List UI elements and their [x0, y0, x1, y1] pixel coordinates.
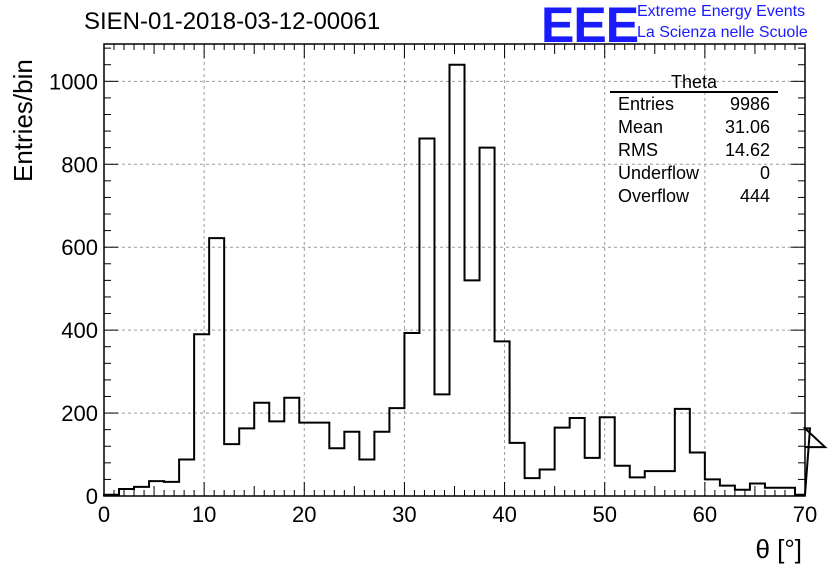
histogram-bin [344, 432, 359, 496]
y-axis-label: Entries/bin [8, 59, 38, 182]
histogram-bin [555, 428, 570, 496]
histogram-bin [254, 403, 269, 496]
histogram-bin [239, 428, 254, 496]
histogram-bin [720, 486, 735, 496]
x-tick-label: 50 [592, 502, 616, 527]
x-tick-label: 20 [292, 502, 316, 527]
histogram-bin [269, 421, 284, 496]
histogram-bin [224, 444, 239, 496]
histogram-bin [329, 448, 344, 496]
x-axis-label: θ [°] [755, 534, 802, 564]
histogram-bin [419, 139, 434, 496]
histogram-bin [585, 458, 600, 496]
histogram-bin [525, 478, 540, 496]
histogram-bin [465, 280, 480, 496]
stats-row-entries: Entries 9986 [618, 94, 770, 116]
histogram-bin [570, 418, 585, 496]
logo-line-2: La Scienza nelle Scuole [637, 24, 808, 41]
histogram-bin [389, 408, 404, 496]
y-tick-label: 200 [61, 401, 98, 426]
histogram-bin [630, 477, 645, 496]
histogram-bin [480, 148, 495, 496]
x-tick-label: 0 [98, 502, 110, 527]
stats-row-underflow: Underflow 0 [618, 163, 770, 185]
stats-value: 444 [739, 186, 770, 206]
x-tick-label: 60 [693, 502, 717, 527]
histogram-bin [449, 65, 464, 496]
y-tick-label: 0 [86, 484, 98, 509]
histogram-bin [314, 423, 329, 496]
histogram-bin [209, 238, 224, 496]
histogram-bin [194, 334, 209, 496]
stats-title: Theta [670, 72, 718, 92]
histogram-bin [510, 443, 525, 496]
x-tick-label: 70 [793, 502, 817, 527]
logo-line-1: Extreme Energy Events [637, 3, 806, 20]
histogram-bin [690, 452, 705, 496]
stats-row-rms: RMS 14.62 [618, 140, 770, 162]
histogram-bin [765, 488, 780, 496]
stats-value: 14.62 [724, 140, 770, 160]
stats-row-mean: Mean 31.06 [618, 117, 770, 139]
stats-label: Entries [618, 94, 675, 114]
histogram-bin [149, 481, 164, 496]
histogram-bin [164, 482, 179, 496]
histogram-bin [540, 469, 555, 496]
chart-title: SIEN-01-2018-03-12-00061 [84, 8, 381, 35]
histogram-bin [600, 417, 615, 496]
y-tick-label: 1000 [49, 69, 98, 94]
stats-label: Underflow [618, 163, 700, 183]
histogram-bin [299, 423, 314, 496]
y-tick-label: 600 [61, 235, 98, 260]
stats-box: Theta Entries 9986 Mean 31.06 RMS 14.62 … [610, 72, 778, 208]
histogram-bin [660, 471, 675, 496]
stats-label: RMS [618, 140, 658, 160]
histogram-bin [284, 398, 299, 496]
histogram-bin [750, 484, 765, 496]
histogram-bin [645, 471, 660, 496]
histogram-bin [705, 479, 720, 496]
x-tick-label: 30 [392, 502, 416, 527]
x-tick-label: 40 [492, 502, 516, 527]
histogram-bin [404, 333, 419, 496]
histogram-bin [119, 489, 134, 496]
histogram-bin [675, 409, 690, 496]
stats-row-overflow: Overflow 444 [618, 186, 770, 208]
histogram-bin [374, 432, 389, 496]
x-tick-label: 10 [192, 502, 216, 527]
histogram-bin [495, 341, 510, 496]
histogram-bin [780, 488, 795, 496]
stats-title-rule [610, 91, 778, 93]
stats-label: Overflow [618, 186, 690, 206]
histogram-bin [434, 394, 449, 496]
histogram-outline [103, 63, 828, 496]
y-tick-label: 400 [61, 318, 98, 343]
stats-value: 0 [759, 163, 770, 183]
stats-value: 31.06 [724, 117, 770, 137]
histogram-bin [179, 460, 194, 496]
y-tick-label: 800 [61, 152, 98, 177]
stats-value: 9986 [729, 94, 770, 114]
histogram-bin [134, 487, 149, 496]
histogram-bin [615, 466, 630, 496]
histogram-bin [735, 490, 750, 496]
histogram-bin [359, 460, 374, 496]
stats-label: Mean [618, 117, 664, 137]
